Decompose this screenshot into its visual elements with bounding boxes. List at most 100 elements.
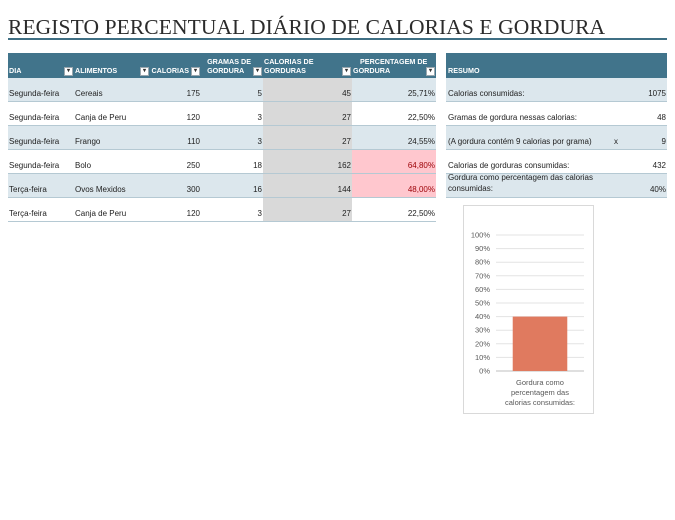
- cell-cal-gord-text: 45: [342, 89, 351, 98]
- table-row: Terça-feira Canja de Peru 120 3 27 22,50…: [8, 198, 436, 222]
- cell-cal-gord-text: 27: [342, 209, 351, 218]
- header-alimentos[interactable]: ALIMENTOS ▾: [74, 53, 150, 78]
- summary-label: (A gordura contém 9 calorias por grama): [448, 137, 592, 146]
- fat-percentage-chart[interactable]: 0% 10% 20% 30% 40% 50% 60% 70% 80% 90% 100% Gordura…: [463, 205, 594, 414]
- cell-alimento[interactable]: Bolo: [74, 150, 150, 173]
- cell-gramas[interactable]: 18: [201, 150, 263, 173]
- cell-alimento[interactable]: Frango: [74, 126, 150, 149]
- cell-calorias-text: 250: [186, 161, 200, 170]
- cell-dia[interactable]: Segunda-feira: [8, 150, 74, 173]
- y-tick-label: 40%: [475, 312, 490, 321]
- cell-cal-gord[interactable]: 27: [263, 126, 352, 149]
- header-gramas-line2: GORDURA: [207, 66, 245, 75]
- y-tick-label: 100%: [471, 231, 491, 240]
- cell-cal-gord[interactable]: 27: [263, 102, 352, 125]
- x-category-label: calorias consumidas:: [505, 398, 575, 407]
- cell-alimento-text: Cereais: [75, 89, 103, 98]
- cell-dia[interactable]: Segunda-feira: [8, 126, 74, 149]
- header-gramas-gordura[interactable]: GRAMAS DE GORDURA ▾: [201, 53, 263, 78]
- y-tick-label: 10%: [475, 353, 490, 362]
- cell-calorias[interactable]: 250: [150, 150, 201, 173]
- cell-alimento[interactable]: Canja de Peru: [74, 102, 150, 125]
- table-row: Segunda-feira Bolo 250 18 162 64,80%: [8, 150, 436, 174]
- summary-label: Gordura como percentagem das calorias co…: [448, 172, 593, 194]
- cell-gramas[interactable]: 3: [201, 126, 263, 149]
- calorie-log-table: DIA ▾ ALIMENTOS ▾ CALORIAS ▾ GRAMAS DE G…: [8, 53, 436, 222]
- cell-cal-gord[interactable]: 144: [263, 174, 352, 197]
- header-pct-line1: PERCENTAGEM DE: [360, 57, 428, 66]
- cell-pct-text: 64,80%: [407, 161, 435, 170]
- summary-row[interactable]: Calorias de gorduras consumidas: 432: [446, 150, 667, 174]
- cell-calorias[interactable]: 175: [150, 78, 201, 101]
- cell-pct[interactable]: 48,00%: [352, 174, 436, 197]
- cell-alimento-text: Canja de Peru: [75, 113, 127, 122]
- x-category-label: Gordura como: [516, 378, 564, 387]
- cell-pct[interactable]: 64,80%: [352, 150, 436, 173]
- cell-cal-gord[interactable]: 162: [263, 150, 352, 173]
- cell-dia[interactable]: Terça-feira: [8, 198, 74, 221]
- header-cal-gord-line1: CALORIAS DE: [264, 57, 314, 66]
- cell-dia[interactable]: Segunda-feira: [8, 102, 74, 125]
- cell-cal-gord-text: 144: [337, 185, 351, 194]
- summary-value: 48: [657, 113, 666, 122]
- y-tick-label: 80%: [475, 258, 490, 267]
- header-pct-line2: GORDURA: [353, 66, 391, 75]
- cell-alimento[interactable]: Cereais: [74, 78, 150, 101]
- cell-alimento-text: Frango: [75, 137, 101, 146]
- cell-gramas[interactable]: 3: [201, 198, 263, 221]
- cell-cal-gord[interactable]: 45: [263, 78, 352, 101]
- y-tick-label: 90%: [475, 244, 490, 253]
- table-row: Segunda-feira Frango 110 3 27 24,55%: [8, 126, 436, 150]
- header-calorias[interactable]: CALORIAS ▾: [150, 53, 201, 78]
- cell-alimento[interactable]: Canja de Peru: [74, 198, 150, 221]
- filter-dropdown-icon[interactable]: ▾: [426, 67, 435, 76]
- header-dia-label: DIA: [9, 66, 22, 75]
- cell-pct[interactable]: 24,55%: [352, 126, 436, 149]
- summary-label: Gramas de gordura nessas calorias:: [448, 113, 577, 122]
- cell-calorias-text: 175: [186, 89, 200, 98]
- filter-dropdown-icon[interactable]: ▾: [191, 67, 200, 76]
- y-tick-label: 60%: [475, 285, 490, 294]
- cell-gramas-text: 18: [253, 161, 262, 170]
- cell-alimento[interactable]: Ovos Mexidos: [74, 174, 150, 197]
- filter-dropdown-icon[interactable]: ▾: [140, 67, 149, 76]
- cell-pct[interactable]: 22,50%: [352, 198, 436, 221]
- filter-dropdown-icon[interactable]: ▾: [253, 67, 262, 76]
- y-tick-label: 20%: [475, 339, 490, 348]
- cell-gramas[interactable]: 5: [201, 78, 263, 101]
- header-percentagem-gordura[interactable]: PERCENTAGEM DE GORDURA ▾: [352, 53, 436, 78]
- summary-label-line2: consumidas:: [448, 184, 493, 193]
- cell-gramas-text: 3: [257, 113, 262, 122]
- table-row: Segunda-feira Cereais 175 5 45 25,71%: [8, 78, 436, 102]
- header-gramas-label: GRAMAS DE GORDURA: [207, 57, 251, 75]
- filter-dropdown-icon[interactable]: ▾: [342, 67, 351, 76]
- header-dia[interactable]: DIA ▾: [8, 53, 74, 78]
- cell-dia[interactable]: Segunda-feira: [8, 78, 74, 101]
- cell-pct-text: 24,55%: [407, 137, 435, 146]
- cell-pct[interactable]: 25,71%: [352, 78, 436, 101]
- cell-calorias[interactable]: 110: [150, 126, 201, 149]
- chart-bar[interactable]: [512, 316, 568, 371]
- cell-cal-gord[interactable]: 27: [263, 198, 352, 221]
- y-tick-label: 30%: [475, 326, 490, 335]
- summary-row[interactable]: Calorias consumidas: 1075: [446, 78, 667, 102]
- cell-pct-text: 48,00%: [407, 185, 435, 194]
- summary-row[interactable]: (A gordura contém 9 calorias por grama) …: [446, 126, 667, 150]
- summary-multiplier: x: [614, 137, 618, 146]
- cell-gramas[interactable]: 16: [201, 174, 263, 197]
- cell-alimento-text: Bolo: [75, 161, 92, 170]
- summary-value: 1075: [648, 89, 666, 98]
- summary-row[interactable]: Gramas de gordura nessas calorias: 48: [446, 102, 667, 126]
- cell-calorias[interactable]: 120: [150, 102, 201, 125]
- page-title: REGISTO PERCENTUAL DIÁRIO DE CALORIAS E …: [8, 15, 606, 39]
- filter-dropdown-icon[interactable]: ▾: [64, 67, 73, 76]
- cell-calorias[interactable]: 120: [150, 198, 201, 221]
- header-calorias-gorduras[interactable]: CALORIAS DE GORDURAS ▾: [263, 53, 352, 78]
- cell-gramas[interactable]: 3: [201, 102, 263, 125]
- cell-pct[interactable]: 22,50%: [352, 102, 436, 125]
- cell-gramas-text: 5: [257, 89, 262, 98]
- cell-dia[interactable]: Terça-feira: [8, 174, 74, 197]
- summary-row[interactable]: Gordura como percentagem das calorias co…: [446, 172, 667, 198]
- y-tick-label: 50%: [475, 299, 490, 308]
- cell-calorias[interactable]: 300: [150, 174, 201, 197]
